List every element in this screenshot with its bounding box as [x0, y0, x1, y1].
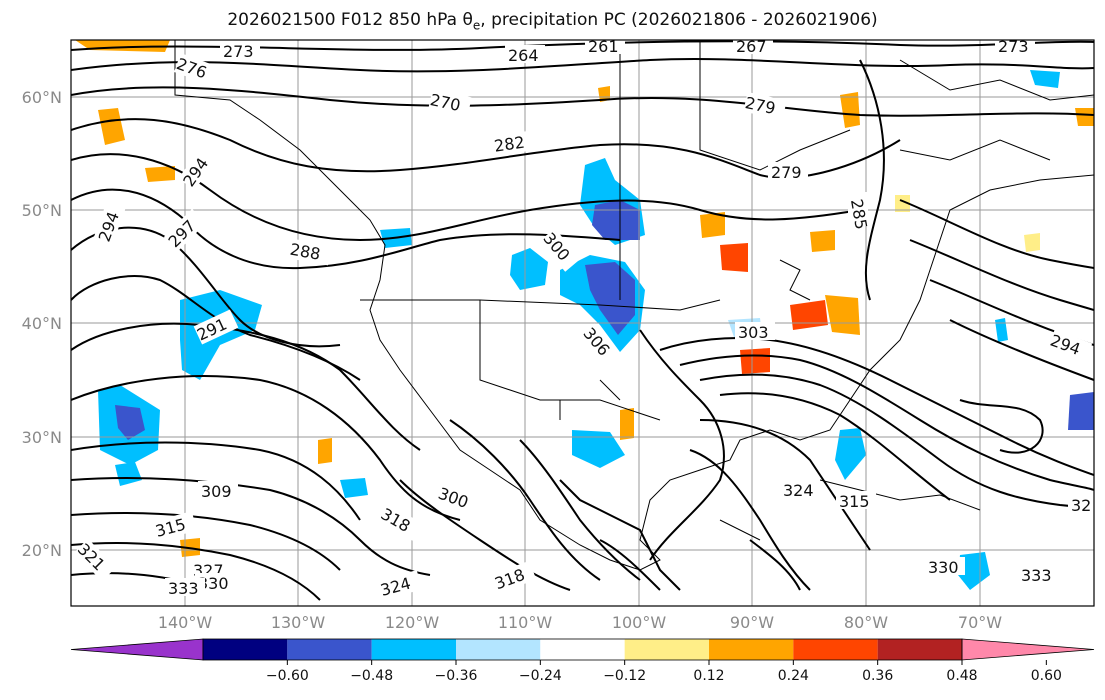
coastlines [174, 40, 1094, 571]
lat-tick-label: 50°N [22, 201, 62, 220]
colorbar-extend-high [961, 638, 1095, 661]
colorbar-bin [456, 639, 541, 660]
map-title: 2026021500 F012 850 hPa θe, precipitatio… [227, 10, 878, 33]
contour-label: 267 [736, 37, 767, 56]
contour-label: 264 [508, 46, 539, 65]
longitude-axis: 140°W 130°W 120°W 110°W 100°W 90°W 80°W … [158, 613, 1002, 632]
contour-label: 261 [588, 37, 619, 56]
colorbar-tick-label: 0.12 [693, 668, 724, 684]
contour-label: 330 [928, 558, 959, 577]
contour-label: 333 [168, 579, 199, 598]
contour-label: 303 [738, 323, 769, 342]
colorbar-extend-low [70, 638, 204, 661]
colorbar-tick-label: −0.24 [519, 668, 562, 684]
colorbar-frame [202, 638, 963, 661]
colorbar-tick-label: 0.24 [778, 668, 809, 684]
colorbar-bin [877, 639, 962, 660]
lon-tick-label: 90°W [730, 613, 774, 632]
colorbar-bin [371, 639, 456, 660]
contour-label: 309 [201, 482, 232, 501]
lon-tick-label: 70°W [958, 613, 1002, 632]
lat-tick-label: 60°N [22, 88, 62, 107]
lat-tick-label: 30°N [22, 428, 62, 447]
colorbar-bin [624, 639, 709, 660]
contour-label: 315 [839, 492, 870, 511]
lon-tick-label: 140°W [158, 613, 213, 632]
contour-label: 32 [1071, 496, 1091, 515]
contour-label: 324 [783, 481, 814, 500]
lat-tick-label: 40°N [22, 314, 62, 333]
lon-tick-label: 130°W [271, 613, 326, 632]
colorbar-tick-label: −0.60 [266, 668, 309, 684]
colorbar: −0.60 −0.48 −0.36 −0.24 −0.12 0.12 0.24 0.36 0.4… [70, 638, 1095, 684]
colorbar-bin [793, 639, 878, 660]
colorbar-bin [540, 639, 625, 660]
colorbar-bin [287, 639, 372, 660]
contour-label: 330 [198, 574, 229, 593]
lon-tick-label: 100°W [612, 613, 667, 632]
colorbar-tick-label: 0.36 [862, 668, 893, 684]
latitude-axis: 60°N 50°N 40°N 30°N 20°N [22, 88, 62, 560]
colorbar-tick-label: −0.12 [603, 668, 646, 684]
lon-tick-label: 110°W [498, 613, 553, 632]
contour-label: 282 [493, 133, 526, 156]
contour-label: 279 [771, 163, 802, 182]
graticule [71, 40, 1094, 606]
contour-label: 333 [1021, 566, 1052, 585]
contour-label: 273 [223, 42, 254, 61]
lat-tick-label: 20°N [22, 541, 62, 560]
colorbar-tick-label: 0.48 [946, 668, 977, 684]
colorbar-bin [203, 639, 288, 660]
colorbar-tick-label: 0.60 [1031, 668, 1062, 684]
map-frame [70, 39, 1095, 607]
colorbar-bin [709, 639, 794, 660]
lon-tick-label: 120°W [385, 613, 440, 632]
colorbar-tick-label: −0.48 [350, 668, 393, 684]
contour-label: 273 [998, 37, 1029, 56]
lon-tick-label: 80°W [844, 613, 888, 632]
colorbar-tick-label: −0.36 [435, 668, 478, 684]
